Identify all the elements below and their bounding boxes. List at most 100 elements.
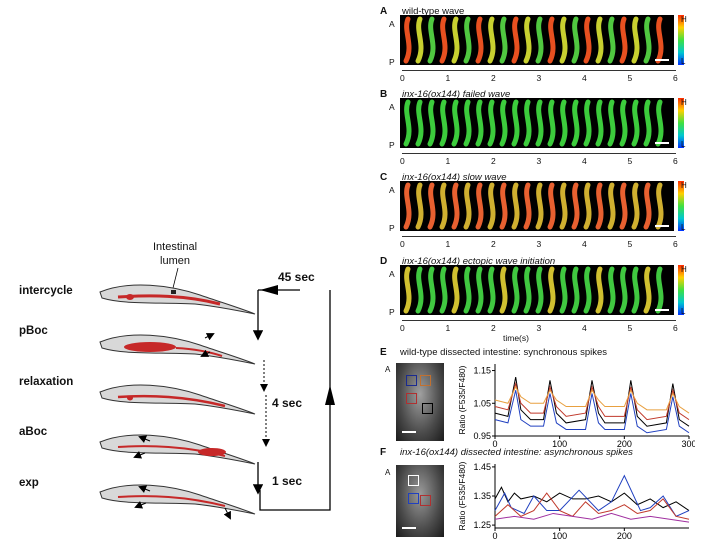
stage-intercycle: intercycle xyxy=(19,285,73,297)
posterior-label: P xyxy=(389,307,395,317)
scale-bar xyxy=(402,431,416,433)
worm-frame xyxy=(535,266,544,314)
time-tick-label: 2 xyxy=(491,239,496,249)
worm-frame xyxy=(499,99,508,147)
worm-frame xyxy=(583,182,592,230)
roi-box xyxy=(406,393,417,404)
stage-relaxation: relaxation xyxy=(19,376,74,388)
panel-b-title: inx-16(ox144) failed wave xyxy=(402,89,511,100)
panel-c-title: inx-16(ox144) slow wave xyxy=(402,172,507,183)
time-tick-label: 6 xyxy=(673,156,678,166)
panel-e-photo-label: A xyxy=(385,365,391,374)
worm-frame xyxy=(475,266,484,314)
worm-frame xyxy=(523,99,532,147)
time-tick-label: 1 xyxy=(445,323,451,333)
panel-e-title: wild-type dissected intestine: synchrono… xyxy=(400,347,607,358)
cycle-arrows xyxy=(252,285,335,511)
worm-frame xyxy=(619,99,628,147)
series-line xyxy=(494,390,690,434)
worm-frame xyxy=(619,182,628,230)
time-tick-label: 6 xyxy=(673,239,678,249)
wave-strip-image xyxy=(400,181,674,231)
worm-aboc xyxy=(99,434,256,465)
y-tick-label: 1.35 xyxy=(473,491,491,501)
worm-frame xyxy=(559,266,568,314)
worm-frame xyxy=(463,99,472,147)
posterior-label: P xyxy=(389,223,395,233)
worm-frame xyxy=(523,266,532,314)
roi-box xyxy=(408,493,419,504)
worm-frame xyxy=(511,99,520,147)
worm-frame xyxy=(607,266,616,314)
worm-frame xyxy=(403,16,412,64)
worm-frame xyxy=(631,266,640,314)
worm-frame xyxy=(535,99,544,147)
scale-bar xyxy=(655,142,669,144)
time-tick-label: 5 xyxy=(627,239,633,249)
worm-frame xyxy=(475,99,484,147)
worm-frame xyxy=(655,99,664,147)
worm-pboc xyxy=(99,333,256,365)
worm-frame xyxy=(631,182,640,230)
color-scale-bar xyxy=(678,15,684,65)
worm-frame xyxy=(643,99,652,147)
x-tick-label: 0 xyxy=(492,531,497,540)
worm-frame xyxy=(619,16,628,64)
time-tick-label: 0 xyxy=(400,323,405,333)
schematic: Intestinal lumen intercycle pBoc relaxat… xyxy=(0,0,350,540)
time-tick-label: 3 xyxy=(536,323,542,333)
color-scale-high: H xyxy=(681,98,687,107)
worm-frame xyxy=(475,16,484,64)
worm-frame xyxy=(535,182,544,230)
worm-frame xyxy=(451,266,460,314)
time-tick-label: 1 xyxy=(445,73,451,83)
scale-bar xyxy=(655,225,669,227)
worm-frame xyxy=(571,99,580,147)
posterior-label: P xyxy=(389,140,395,150)
x-tick-label: 100 xyxy=(552,439,567,448)
color-scale-low: L xyxy=(681,223,686,232)
worm-frame xyxy=(535,16,544,64)
posterior-label: P xyxy=(389,57,395,67)
color-scale-bar xyxy=(678,265,684,315)
time-tick-label: 1 xyxy=(445,156,451,166)
time-tick-label: 4 xyxy=(582,73,587,83)
time-tick-label: 2 xyxy=(491,323,496,333)
time-tick-label: 3 xyxy=(536,156,542,166)
worm-frame xyxy=(427,266,436,314)
panel-f-letter: F xyxy=(380,447,387,458)
worm-frame xyxy=(655,182,664,230)
time-axis xyxy=(402,70,676,71)
worm-frame xyxy=(631,99,640,147)
worm-frame xyxy=(595,182,604,230)
worm-frame xyxy=(547,16,556,64)
y-axis-label: Ratio (F535/F480) xyxy=(457,461,467,530)
roi-box xyxy=(420,495,431,506)
series-line xyxy=(494,385,690,414)
time-tick-label: 4 xyxy=(582,239,587,249)
worm-frame xyxy=(595,266,604,314)
panel-e-letter: E xyxy=(380,347,387,358)
worm-intercycle xyxy=(99,284,256,315)
worm-frame xyxy=(451,182,460,230)
schematic-worms xyxy=(99,267,335,520)
time-tick-label: 3 xyxy=(536,73,542,83)
color-scale-bar xyxy=(678,181,684,231)
stage-exp: exp xyxy=(19,477,39,489)
y-tick-label: 1.05 xyxy=(473,398,491,408)
x-tick-label: 100 xyxy=(552,531,567,540)
time-tick-label: 0 xyxy=(400,73,405,83)
wave-strip-image xyxy=(400,98,674,148)
y-tick-label: 1.15 xyxy=(473,366,491,376)
worm-frame xyxy=(559,16,568,64)
worm-relaxation xyxy=(99,384,256,415)
worm-frame xyxy=(415,99,424,147)
worm-frame xyxy=(643,182,652,230)
y-tick-label: 1.25 xyxy=(473,520,491,530)
worm-frame xyxy=(655,266,664,314)
color-scale-high: H xyxy=(681,15,687,24)
time-tick-label: 1 xyxy=(445,239,451,249)
worm-frame xyxy=(607,16,616,64)
worm-frame xyxy=(427,16,436,64)
worm-frame xyxy=(607,99,616,147)
